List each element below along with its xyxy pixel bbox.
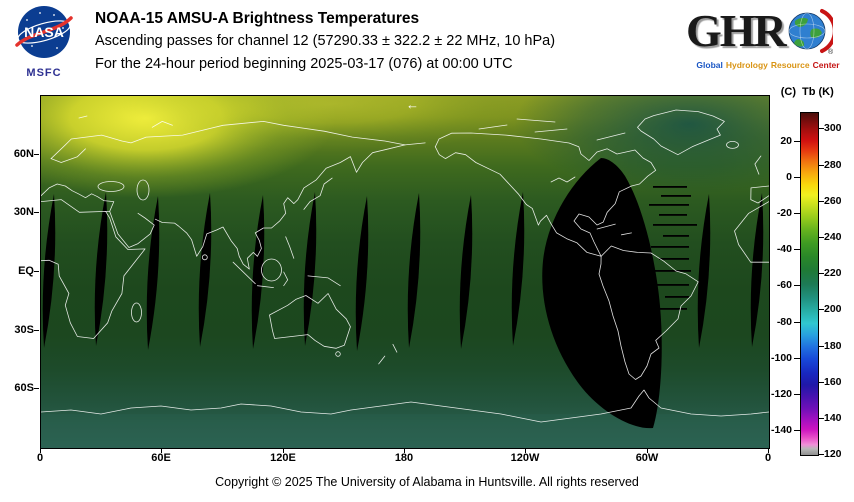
colorbar-k-label: 160 (824, 376, 842, 388)
y-tick-label: EQ (18, 265, 34, 277)
colorbar-c-label: -140 (770, 424, 792, 436)
x-axis-tick (40, 448, 41, 453)
colorbar-k-label: 200 (824, 303, 842, 315)
colorbar-c-tick (794, 177, 800, 178)
colorbar-c-tick (794, 394, 800, 395)
registered-mark: ® (828, 48, 833, 56)
colorbar-c-tick (794, 430, 800, 431)
y-tick-label: 30N (13, 206, 34, 218)
colorbar-k-tick (818, 454, 824, 455)
y-axis-tick (34, 212, 39, 213)
colorbar-c-label: -40 (776, 243, 792, 255)
x-tick-label: 60W (635, 452, 659, 464)
ghrc-tagline-word: Global (696, 60, 723, 70)
colorbar-k-label: 180 (824, 340, 842, 352)
colorbar-c-label: -100 (770, 352, 792, 364)
colorbar-c-label: -80 (776, 316, 792, 328)
y-axis-tick (34, 330, 39, 331)
y-tick-label: 60N (13, 148, 34, 160)
ghrc-tagline: Global Hydrology Resource Center (686, 60, 850, 70)
map-plot: ← (0, 38, 854, 449)
colorbar-c-tick (794, 249, 800, 250)
colorbar-k-label: 300 (824, 122, 842, 134)
x-tick-label: 0 (764, 452, 772, 464)
x-tick-label: 120W (510, 452, 540, 464)
y-tick-label: 60S (14, 382, 34, 394)
colorbar-k-tick (818, 237, 824, 238)
colorbar-k-tick (818, 165, 824, 166)
colorbar-k-tick (818, 273, 824, 274)
colorbar-c-label: -60 (776, 279, 792, 291)
x-tick-label: 0 (36, 452, 44, 464)
y-axis-tick (34, 271, 39, 272)
ghrc-logo: GHR ® Global Hydrology Resource Center (686, 3, 852, 71)
x-tick-label: 180 (394, 452, 414, 464)
colorbar-k-tick (818, 201, 824, 202)
colorbar-c-tick (794, 141, 800, 142)
ghrc-tagline-word: Resource (770, 60, 810, 70)
x-axis-tick (525, 448, 526, 453)
ghrc-tagline-word: Center (812, 60, 840, 70)
colorbar-k-label: 260 (824, 195, 842, 207)
plot-titles: NOAA-15 AMSU-A Brightness Temperatures A… (95, 7, 655, 76)
x-axis-tick (161, 448, 162, 453)
colorbar-k-label: 280 (824, 159, 842, 171)
y-axis-tick (34, 388, 39, 389)
x-axis-tick (647, 448, 648, 453)
colorbar-c-label: -20 (776, 207, 792, 219)
colorbar-k-tick (818, 346, 824, 347)
colorbar-c-label: -120 (770, 388, 792, 400)
colorbar-k-label: 220 (824, 267, 842, 279)
y-axis-tick (34, 154, 39, 155)
nasa-center-label: MSFC (26, 67, 62, 79)
colorbar-c-tick (794, 358, 800, 359)
x-axis-tick (283, 448, 284, 453)
colorbar-c-tick (794, 285, 800, 286)
subtitle-period: For the 24-hour period beginning 2025-03… (95, 56, 513, 72)
footer-copyright: Copyright © 2025 The University of Alaba… (215, 475, 639, 489)
map-canvas: ← (0, 38, 854, 448)
colorbar-kelvin-header: Tb (K) (802, 86, 834, 98)
y-tick-label: 30S (14, 324, 34, 336)
ghrc-letters: GHR (686, 5, 787, 56)
colorbar-c-label: 0 (786, 171, 792, 183)
x-tick-label: 60E (151, 452, 171, 464)
colorbar-k-label: 120 (824, 448, 842, 460)
colorbar-k-tick (818, 382, 824, 383)
coastlines-group (40, 109, 770, 423)
large-missing-data-region (542, 158, 662, 429)
x-tick-label: 120E (270, 452, 296, 464)
subtitle-channel: Ascending passes for channel 12 (57290.3… (95, 33, 556, 49)
colorbar-c-label: 20 (780, 135, 792, 147)
no-data-swaths (42, 158, 764, 429)
ghrc-tagline-word: Hydrology (725, 60, 768, 70)
colorbar-c-tick (794, 322, 800, 323)
colorbar-k-tick (818, 418, 824, 419)
colorbar-celsius-header: (C) (780, 86, 796, 98)
colorbar-k-tick (818, 128, 824, 129)
colorbar-k-label: 240 (824, 231, 842, 243)
x-axis-tick (404, 448, 405, 453)
colorbar-c-tick (794, 213, 800, 214)
nasa-wordmark: NASA (24, 24, 64, 40)
ghrc-globe-icon: ® (788, 9, 833, 56)
x-axis-tick (768, 448, 769, 453)
colorbar-k-tick (818, 309, 824, 310)
scan-direction-arrow: ← (406, 97, 419, 112)
nasa-logo: NASA MSFC (12, 5, 76, 79)
page-title: NOAA-15 AMSU-A Brightness Temperatures (95, 10, 420, 27)
colorbar-k-label: 140 (824, 412, 842, 424)
nasa-meatball-icon: NASA (15, 6, 73, 58)
colorbar (800, 112, 819, 456)
